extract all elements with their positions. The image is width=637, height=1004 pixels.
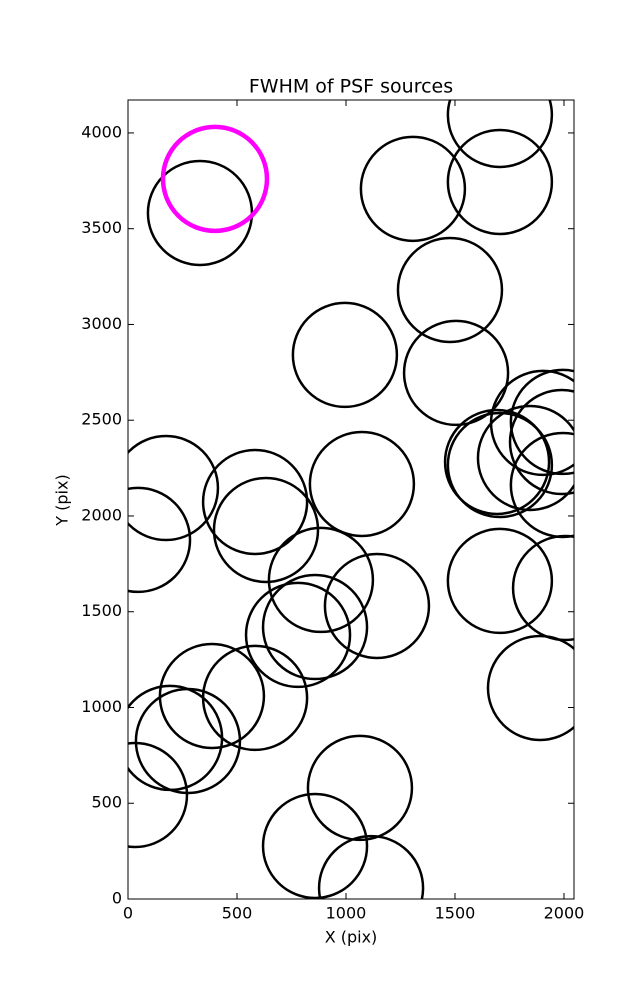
psf-circle: [317, 834, 425, 899]
psf-circle: [489, 369, 574, 477]
psf-circle: [267, 526, 375, 634]
psf-circle: [323, 552, 431, 660]
psf-circle: [244, 581, 352, 689]
psf-circle: [396, 236, 504, 344]
x-tick-label: 0: [123, 904, 133, 923]
y-tick-label: 500: [91, 793, 122, 812]
y-tick-label: 0: [112, 889, 122, 908]
x-tick-label: 1500: [435, 904, 476, 923]
y-tick-label: 3500: [81, 218, 122, 237]
psf-circle: [508, 388, 574, 496]
y-tick-label: 4000: [81, 122, 122, 141]
psf-circle: [128, 684, 224, 792]
psf-circle: [486, 634, 574, 742]
psf-circle: [128, 434, 220, 542]
psf-circle: [291, 301, 399, 409]
psf-circle: [446, 411, 554, 519]
psf-circle: [261, 573, 369, 681]
psf-circle: [446, 128, 554, 236]
plot-area: [128, 100, 574, 899]
psf-circle: [509, 368, 574, 476]
chart-title: FWHM of PSF sources: [249, 76, 453, 98]
y-tick-label: 1000: [81, 697, 122, 716]
x-tick-label: 1000: [326, 904, 367, 923]
psf-circle: [308, 430, 416, 538]
psf-circle: [201, 448, 309, 556]
psf-circle: [509, 431, 574, 539]
x-tick-label: 500: [222, 904, 253, 923]
psf-circle: [261, 792, 369, 899]
psf-circle: [160, 124, 270, 234]
psf-circle: [359, 135, 467, 243]
y-tick-label: 3000: [81, 314, 122, 333]
psf-circle: [446, 527, 554, 635]
psf-circle: [476, 404, 574, 512]
psf-circle: [402, 319, 510, 427]
psf-circle: [128, 741, 189, 849]
y-tick-label: 2000: [81, 505, 122, 524]
psf-circle: [212, 476, 320, 584]
psf-circle: [443, 408, 551, 516]
plot-frame: [127, 99, 575, 900]
psf-circle: [128, 486, 192, 594]
psf-circle: [511, 534, 574, 642]
y-tick-label: 2500: [81, 410, 122, 429]
y-axis-label: Y (pix): [53, 474, 72, 526]
y-tick-label: 1500: [81, 601, 122, 620]
x-tick-label: 2000: [544, 904, 585, 923]
x-axis-label: X (pix): [325, 928, 378, 947]
psf-circle: [306, 734, 414, 842]
psf-circle: [446, 100, 554, 169]
